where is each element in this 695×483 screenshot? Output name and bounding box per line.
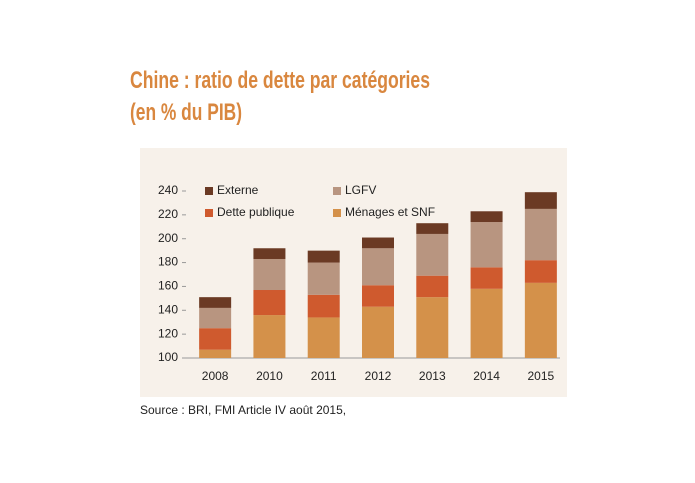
legend-label: Ménages et SNF [345,205,435,219]
bar-segment [199,307,232,329]
legend-label: LGFV [345,183,376,197]
x-tick-label: 2014 [473,369,500,383]
bar-segment [524,282,557,358]
y-tick-label: 160 [158,279,178,293]
bar-segment [253,258,286,291]
legend-swatch [333,187,341,195]
bar-segment [362,306,394,358]
bar-segment [470,267,503,289]
y-tick-label: 220 [158,207,178,221]
bar-segment [416,233,449,276]
x-tick-label: 2010 [256,369,283,383]
bar-segment [362,285,394,307]
x-tick-label: 2011 [311,369,337,383]
legend-swatch [205,187,213,195]
bar-segment [307,317,340,358]
x-tick-label: 2012 [365,369,392,383]
legend-label: Externe [217,183,259,197]
bar-segment [470,288,503,358]
legend-label: Dette publique [217,205,295,219]
bar-segment [307,294,340,318]
bar-segment [362,248,394,286]
bar-segment [307,262,340,295]
bar-segment [199,297,232,308]
x-tick-label: 2015 [528,369,555,383]
bar-segment [470,211,503,223]
bar-segment [199,328,232,350]
x-tick-label: 2008 [202,369,229,383]
bar-segment [307,250,340,263]
y-tick-label: 100 [158,350,178,364]
bar-segment [524,192,557,209]
bar-segment [470,222,503,268]
bar-segment [416,275,449,298]
bar-segment [253,248,286,259]
source-note: Source : BRI, FMI Article IV août 2015, [140,403,346,417]
legend-swatch [333,209,341,217]
chart-title: Chine : ratio de dette par catégories [130,67,430,94]
x-tick-label: 2013 [419,369,446,383]
y-tick-label: 180 [158,255,178,269]
bar-segment [199,349,232,358]
bar-segment [524,208,557,261]
bar-segment [416,223,449,234]
y-tick-label: 240 [158,183,178,197]
y-tick-label: 120 [158,326,178,340]
y-tick-label: 200 [158,231,178,245]
bar-segment [416,297,449,358]
legend-swatch [205,209,213,217]
bar-segment [524,260,557,283]
chart-title: (en % du PIB) [130,99,242,126]
bar-segment [253,290,286,316]
bar-segment [362,237,394,249]
y-tick-label: 140 [158,302,178,316]
bar-segment [253,315,286,358]
